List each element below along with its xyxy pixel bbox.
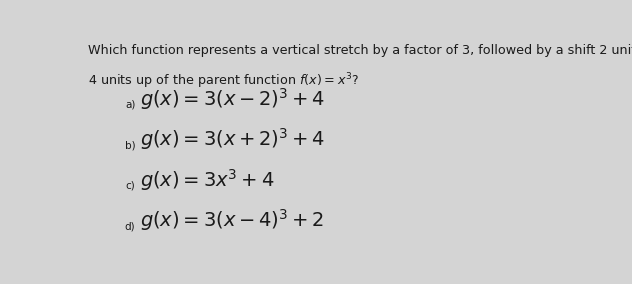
Text: a): a) (125, 100, 135, 110)
Text: $g(x) = 3(x-4)^3+2$: $g(x) = 3(x-4)^3+2$ (140, 207, 325, 233)
Text: $g(x) = 3(x+2)^3+4$: $g(x) = 3(x+2)^3+4$ (140, 126, 325, 152)
Text: Which function represents a vertical stretch by a factor of 3, followed by a shi: Which function represents a vertical str… (88, 44, 632, 57)
Text: d): d) (125, 221, 135, 231)
Text: c): c) (126, 181, 135, 191)
Text: $g(x) = 3x^3+4$: $g(x) = 3x^3+4$ (140, 167, 275, 193)
Text: 4 units up of the parent function $f(x) = x^3$?: 4 units up of the parent function $f(x) … (88, 71, 359, 91)
Text: $g(x) = 3(x-2)^3+4$: $g(x) = 3(x-2)^3+4$ (140, 86, 325, 112)
Text: b): b) (125, 140, 135, 150)
